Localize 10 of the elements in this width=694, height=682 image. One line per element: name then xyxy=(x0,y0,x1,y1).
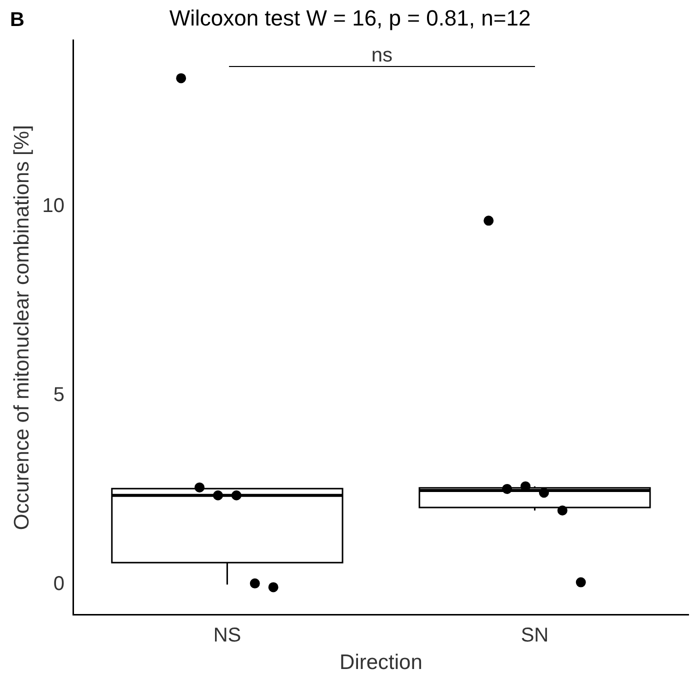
chart-title: Wilcoxon test W = 16, p = 0.81, n=12 xyxy=(169,5,531,30)
y-tick-label: 10 xyxy=(42,195,64,218)
x-axis-title: Direction xyxy=(340,651,422,674)
text: B xyxy=(10,9,24,31)
x-tick-label: SN xyxy=(520,624,549,646)
y-axis-title: Occurence of mitonuclear combinations [%] xyxy=(10,125,34,530)
x-tick-label: NS xyxy=(213,624,242,646)
y-tick-label: 5 xyxy=(53,384,64,406)
annotation: ns xyxy=(371,44,393,66)
y-tick-label: 0 xyxy=(53,573,64,596)
